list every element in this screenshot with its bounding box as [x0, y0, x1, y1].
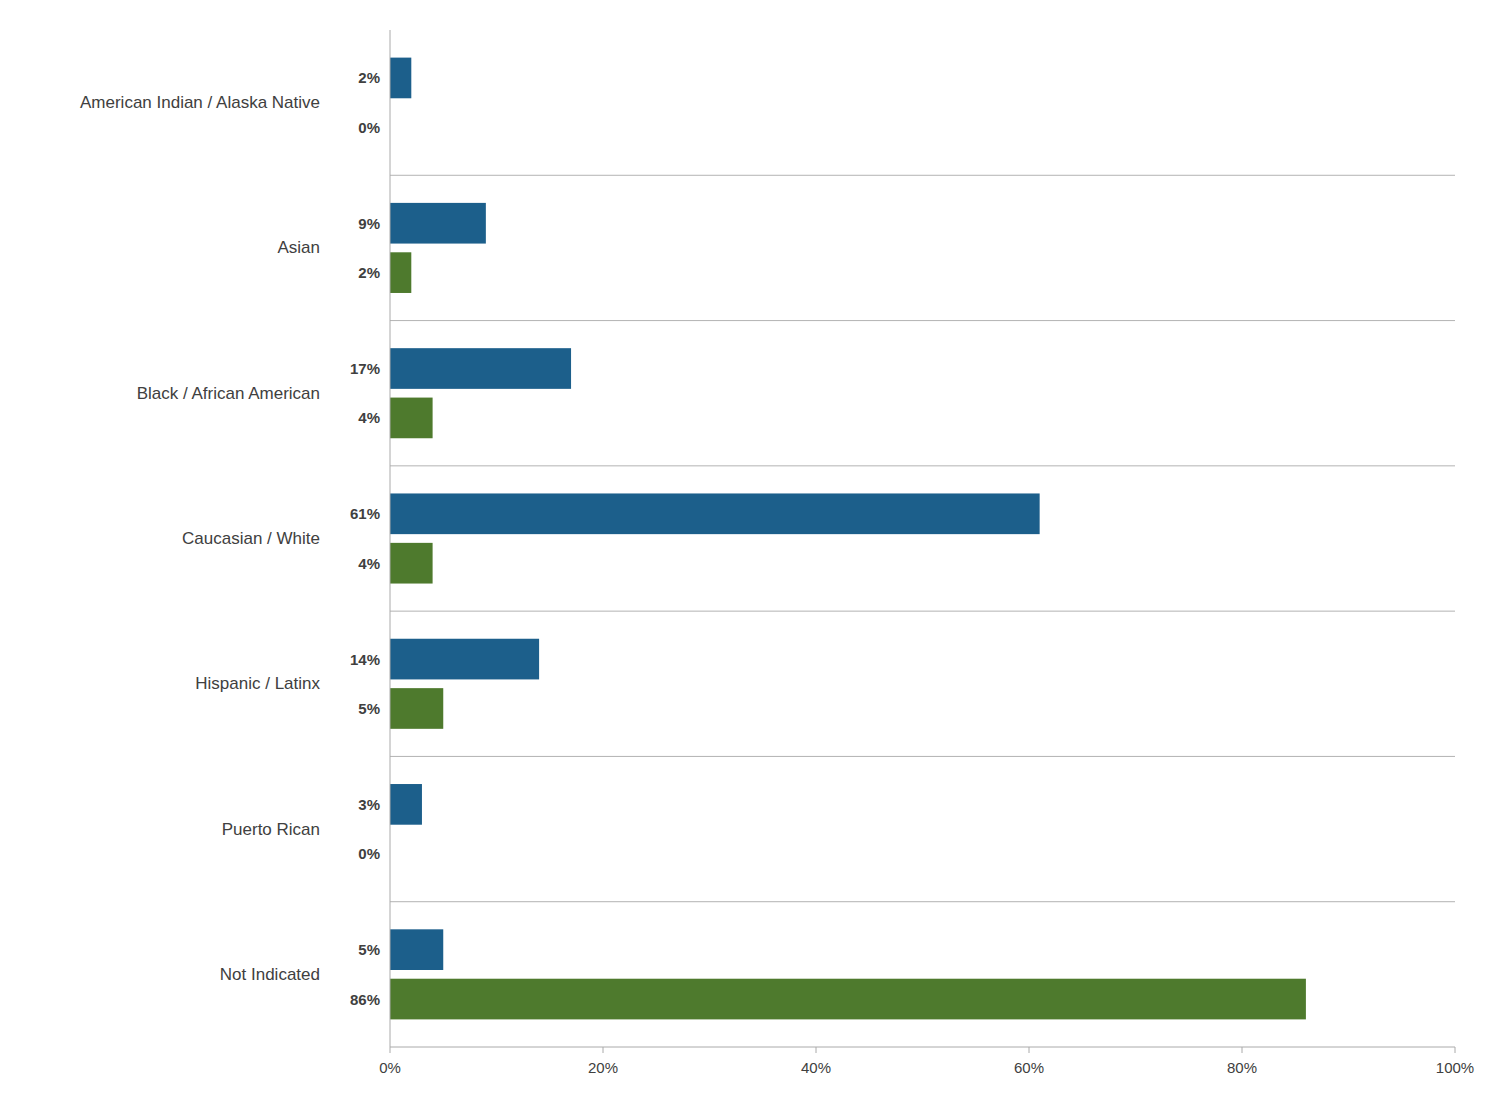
x-tick-label: 20%: [588, 1059, 618, 1076]
value-label: 9%: [358, 215, 380, 232]
value-label: 2%: [358, 264, 380, 281]
x-tick-label: 80%: [1227, 1059, 1257, 1076]
value-label: 0%: [358, 845, 380, 862]
group-separator: [390, 611, 1455, 612]
x-tick-label: 60%: [1014, 1059, 1044, 1076]
category-label: Black / African American: [137, 384, 320, 403]
group-separator: [390, 901, 1455, 902]
category-label: Puerto Rican: [222, 820, 320, 839]
value-label: 61%: [350, 505, 380, 522]
zero-line: [390, 30, 391, 1047]
chart-svg: 0% 20% 40% 60% 80% 100% 2% 9% 17% 61% 14% 3% 5% 0% 2% 4…: [0, 0, 1505, 1117]
x-tick: [603, 1047, 604, 1053]
bar: [390, 203, 486, 244]
bar: [390, 929, 443, 970]
x-tick: [816, 1047, 817, 1053]
group-separator: [390, 320, 1455, 321]
bar: [390, 348, 571, 389]
category-label: Asian: [277, 238, 320, 257]
group-separator: [390, 175, 1455, 176]
x-tick: [1242, 1047, 1243, 1053]
bar: [390, 58, 411, 99]
bar: [390, 398, 433, 439]
x-tick: [1029, 1047, 1030, 1053]
x-tick: [1455, 1047, 1456, 1053]
bar: [390, 639, 539, 680]
value-label: 5%: [358, 941, 380, 958]
bar: [390, 493, 1040, 534]
category-label: Not Indicated: [220, 965, 320, 984]
x-tick-label: 0%: [379, 1059, 401, 1076]
bar: [390, 252, 411, 293]
value-label: 86%: [350, 991, 380, 1008]
category-label: Caucasian / White: [182, 529, 320, 548]
category-label: Hispanic / Latinx: [195, 674, 320, 693]
group-separator: [390, 756, 1455, 757]
chart-container: 0% 20% 40% 60% 80% 100% 2% 9% 17% 61% 14% 3% 5% 0% 2% 4…: [0, 0, 1505, 1117]
x-tick-label: 40%: [801, 1059, 831, 1076]
value-label: 4%: [358, 409, 380, 426]
x-tick-label: 100%: [1436, 1059, 1474, 1076]
group-separator: [390, 465, 1455, 466]
value-label: 2%: [358, 69, 380, 86]
x-axis-line: [390, 1047, 1455, 1048]
value-label: 17%: [350, 360, 380, 377]
value-label: 0%: [358, 119, 380, 136]
x-tick: [390, 1047, 391, 1053]
category-label: American Indian / Alaska Native: [80, 93, 320, 112]
bar: [390, 784, 422, 825]
value-label: 4%: [358, 555, 380, 572]
bars: [390, 58, 1306, 1020]
bar: [390, 688, 443, 729]
value-label: 14%: [350, 651, 380, 668]
bar: [390, 543, 433, 584]
value-label: 5%: [358, 700, 380, 717]
value-label: 3%: [358, 796, 380, 813]
bar: [390, 979, 1306, 1020]
